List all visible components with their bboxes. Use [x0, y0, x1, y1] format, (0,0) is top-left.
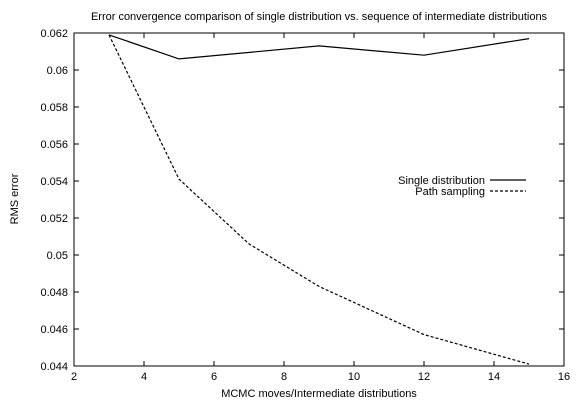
chart-title: Error convergence comparison of single d… — [91, 11, 548, 23]
x-tick-label: 6 — [211, 371, 217, 383]
y-tick-label: 0.05 — [47, 250, 68, 262]
series-layer — [108, 34, 530, 365]
y-tick-label: 0.044 — [40, 361, 68, 373]
x-tick-label: 2 — [71, 371, 77, 383]
legend-label: Path sampling — [415, 186, 485, 198]
x-tick-label: 4 — [141, 371, 147, 383]
x-tick-label: 12 — [418, 371, 430, 383]
series-line-1 — [108, 34, 530, 60]
x-tick-label: 16 — [558, 371, 570, 383]
y-tick-label: 0.054 — [40, 176, 68, 188]
y-tick-label: 0.06 — [47, 65, 68, 77]
y-tick-label: 0.056 — [40, 139, 68, 151]
y-tick-label: 0.046 — [40, 324, 68, 336]
x-tick-label: 8 — [281, 371, 287, 383]
y-tick-label: 0.048 — [40, 287, 68, 299]
legend-label: Single distribution — [398, 175, 485, 187]
y-axis-label: RMS error — [9, 173, 21, 224]
y-tick-label: 0.062 — [40, 28, 68, 40]
series-line-2 — [108, 34, 530, 365]
x-tick-label: 10 — [348, 371, 360, 383]
y-tick-label: 0.052 — [40, 213, 68, 225]
x-axis-ticks: 2 4 6 8 10 12 14 16 — [71, 33, 570, 383]
x-axis-label: MCMC moves/Intermediate distributions — [221, 388, 417, 400]
y-axis-ticks: 0.044 0.046 0.048 0.05 0.052 0.054 0.056 0.058 0… — [40, 28, 564, 373]
x-tick-label: 14 — [488, 371, 500, 383]
plot-frame — [73, 32, 565, 367]
y-tick-label: 0.058 — [40, 102, 68, 114]
